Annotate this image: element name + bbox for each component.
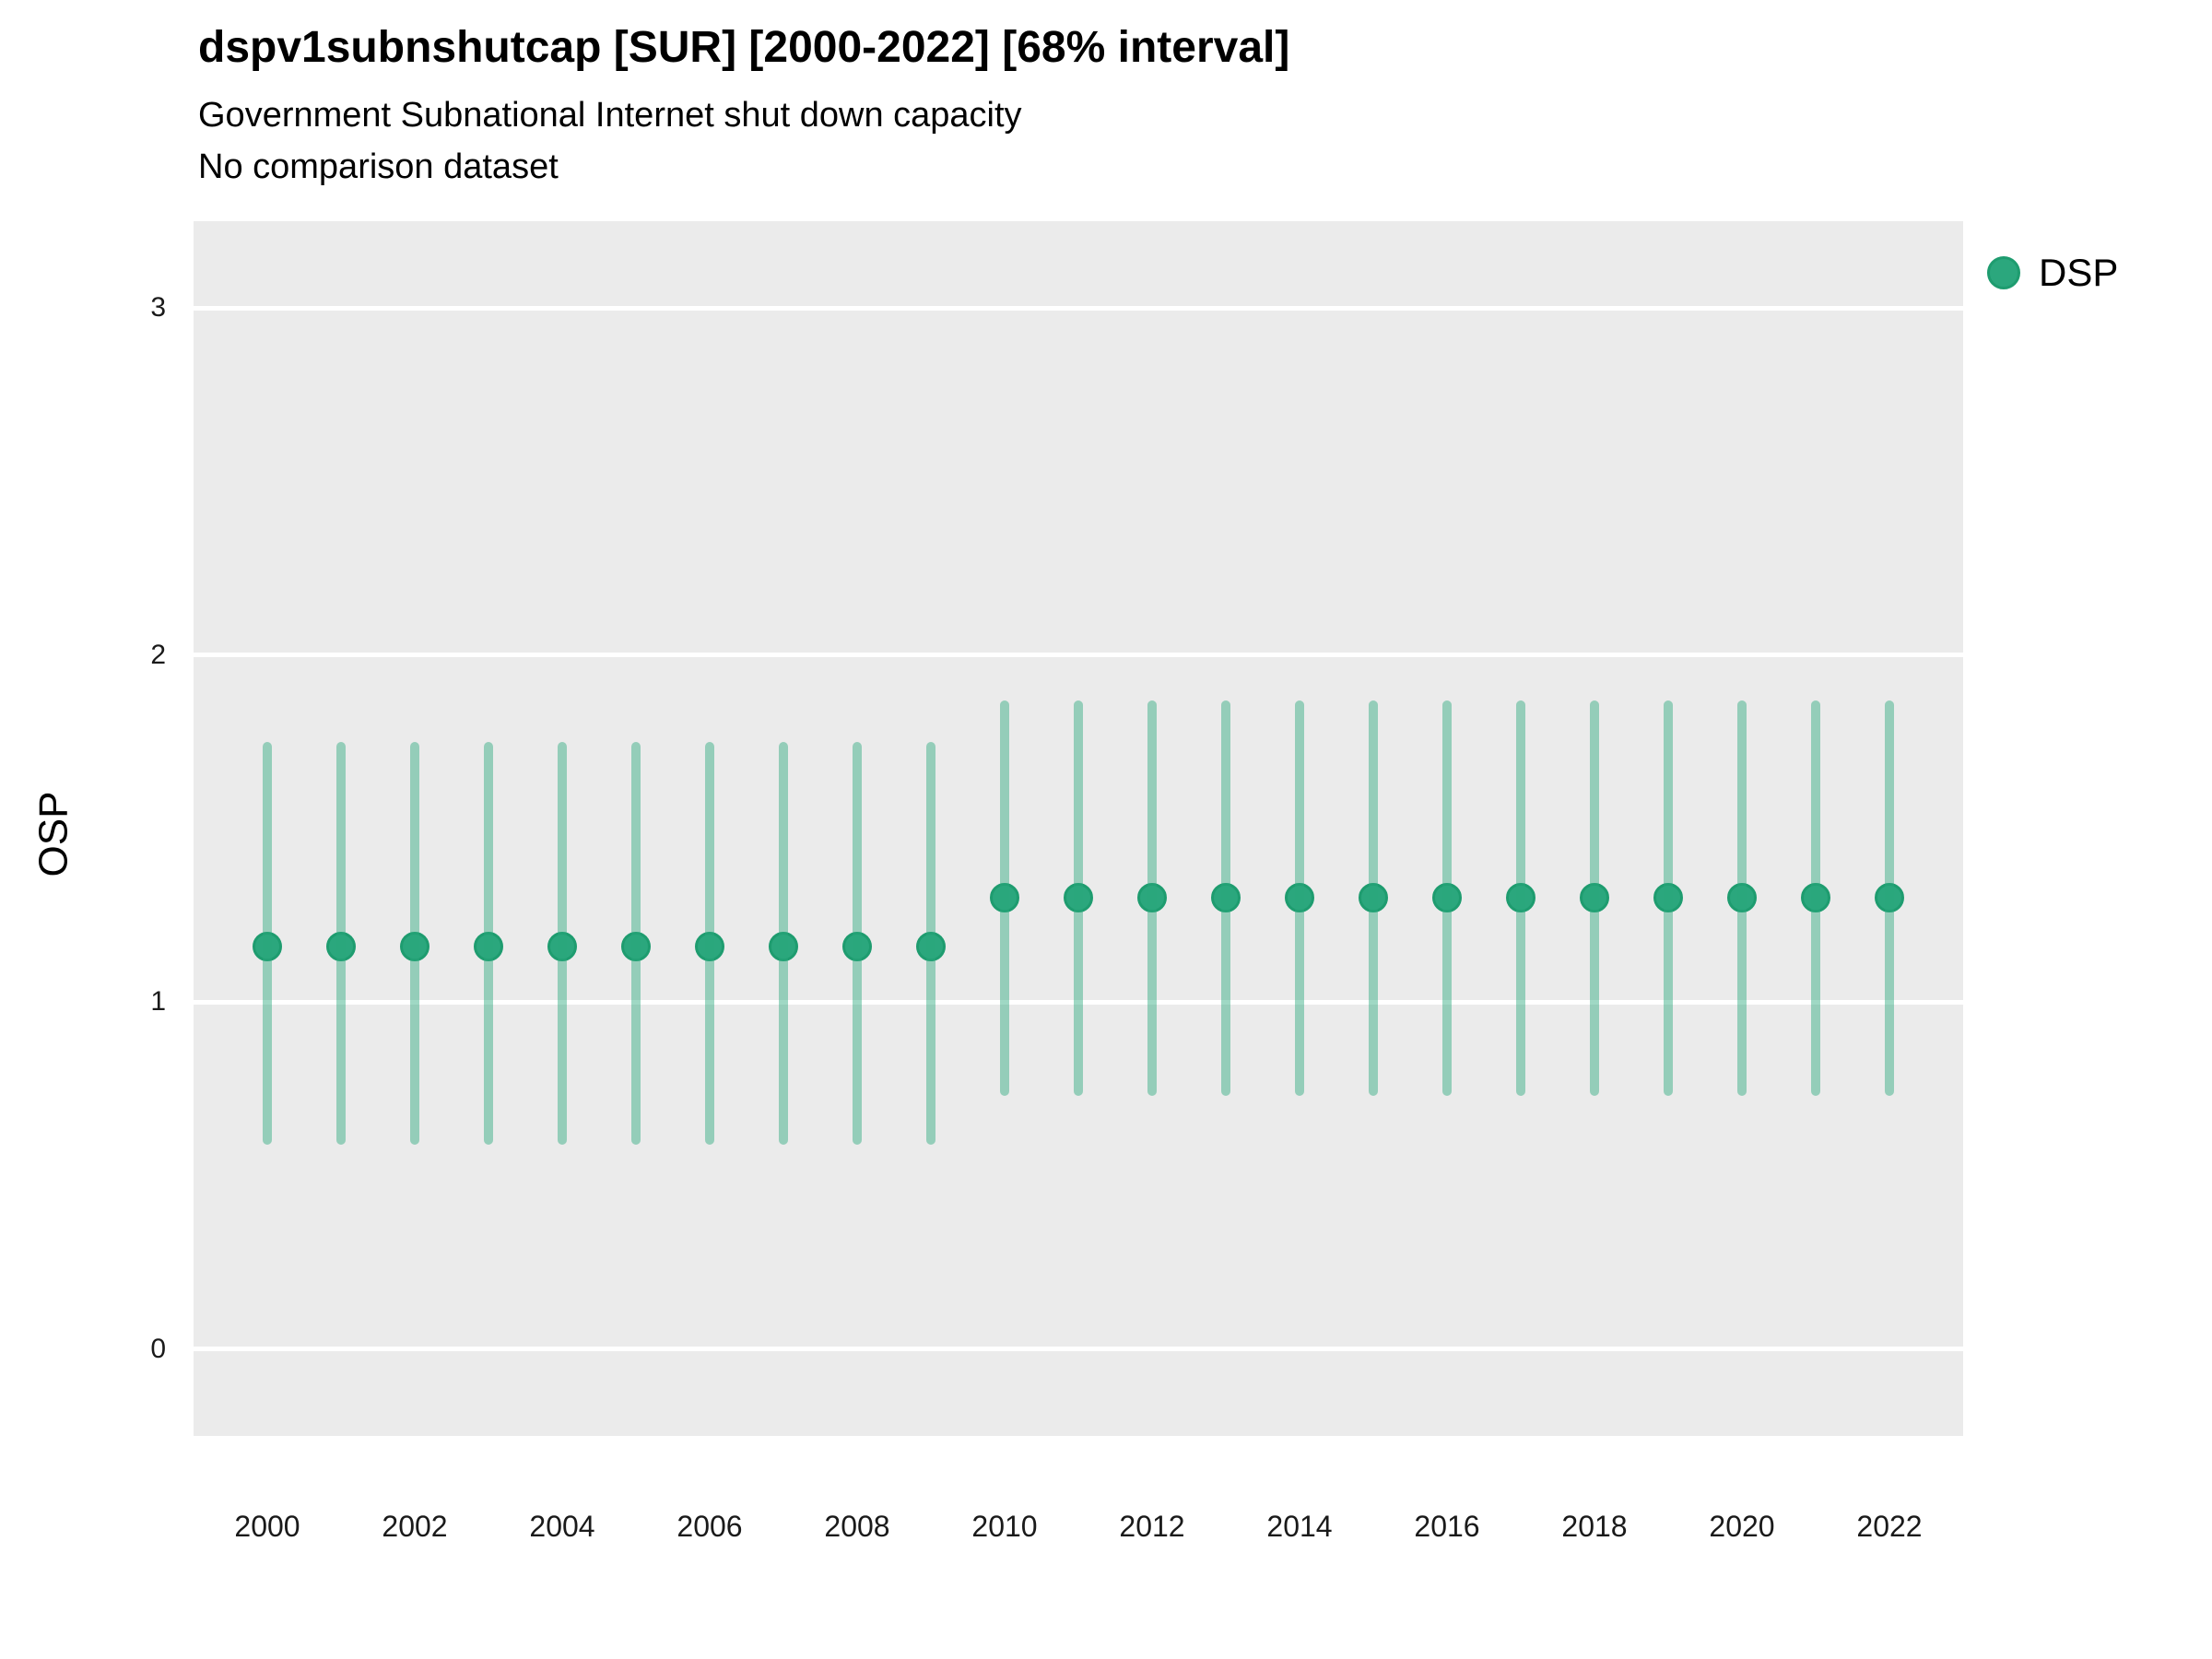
y-tick-label: 1: [150, 986, 166, 1018]
point-estimate: [1801, 883, 1830, 913]
credible-interval-bar: [926, 741, 935, 1145]
y-axis-title: OSP: [7, 756, 100, 912]
chart-title: dspv1subnshutcap [SUR] [2000-2022] [68% …: [198, 23, 1290, 72]
y-tick-label: 3: [150, 292, 166, 324]
chart-note: No comparison dataset: [198, 147, 559, 186]
credible-interval-bar: [1221, 700, 1230, 1096]
point-estimate: [1432, 883, 1462, 913]
credible-interval-bar: [484, 741, 493, 1145]
credible-interval-bar: [1295, 700, 1304, 1096]
credible-interval-bar: [1000, 700, 1009, 1096]
credible-interval-bar: [779, 741, 788, 1145]
point-estimate: [842, 932, 872, 962]
x-tick-label: 2004: [529, 1510, 595, 1543]
x-tick-label: 2012: [1119, 1510, 1185, 1543]
credible-interval-bar: [336, 741, 346, 1145]
point-estimate: [1580, 883, 1609, 913]
y-tick-label: 0: [150, 1333, 166, 1364]
point-estimate: [990, 883, 1019, 913]
credible-interval-bar: [558, 741, 567, 1145]
gridline-y-3: [194, 305, 1963, 311]
point-estimate: [1727, 883, 1757, 913]
point-estimate: [1285, 883, 1314, 913]
point-estimate: [400, 932, 429, 962]
x-tick-label: 2002: [382, 1510, 448, 1543]
credible-interval-bar: [1074, 700, 1083, 1096]
credible-interval-bar: [1885, 700, 1894, 1096]
credible-interval-bar: [1516, 700, 1525, 1096]
x-tick-label: 2014: [1266, 1510, 1333, 1543]
point-estimate: [253, 932, 282, 962]
point-estimate: [547, 932, 577, 962]
point-estimate: [1875, 883, 1904, 913]
credible-interval-bar: [1590, 700, 1599, 1096]
credible-interval-bar: [1811, 700, 1820, 1096]
point-estimate: [769, 932, 798, 962]
legend: DSP: [1987, 251, 2118, 295]
gridline-y-1: [194, 999, 1963, 1005]
point-estimate: [474, 932, 503, 962]
chart-subtitle: Government Subnational Internet shut dow…: [198, 96, 1022, 135]
credible-interval-bar: [1442, 700, 1452, 1096]
point-estimate: [1064, 883, 1093, 913]
x-tick-label: 2006: [677, 1510, 743, 1543]
point-estimate: [1211, 883, 1241, 913]
legend-point-icon: [1987, 256, 2020, 289]
point-estimate: [326, 932, 356, 962]
x-tick-label: 2010: [971, 1510, 1038, 1543]
point-estimate: [1137, 883, 1167, 913]
credible-interval-bar: [1737, 700, 1747, 1096]
y-tick-label: 2: [150, 639, 166, 670]
x-tick-label: 2020: [1709, 1510, 1775, 1543]
point-estimate: [1506, 883, 1535, 913]
credible-interval-bar: [1664, 700, 1673, 1096]
x-tick-label: 2008: [824, 1510, 890, 1543]
credible-interval-bar: [853, 741, 862, 1145]
point-estimate: [695, 932, 724, 962]
point-estimate: [1359, 883, 1388, 913]
point-estimate: [1653, 883, 1683, 913]
legend-item-label: DSP: [2039, 251, 2119, 294]
x-tick-label: 2000: [234, 1510, 300, 1543]
credible-interval-bar: [705, 741, 714, 1145]
credible-interval-bar: [410, 741, 419, 1145]
credible-interval-bar: [1147, 700, 1157, 1096]
y-axis-title-text: OSP: [29, 791, 76, 877]
x-tick-label: 2016: [1414, 1510, 1480, 1543]
gridline-y-2: [194, 653, 1963, 658]
x-tick-label: 2018: [1561, 1510, 1628, 1543]
credible-interval-bar: [263, 741, 272, 1145]
plot-panel: [194, 221, 1963, 1436]
credible-interval-bar: [631, 741, 641, 1145]
point-estimate: [621, 932, 651, 962]
point-estimate: [916, 932, 946, 962]
gridline-y-0: [194, 1347, 1963, 1352]
credible-interval-bar: [1369, 700, 1378, 1096]
x-tick-label: 2022: [1856, 1510, 1923, 1543]
